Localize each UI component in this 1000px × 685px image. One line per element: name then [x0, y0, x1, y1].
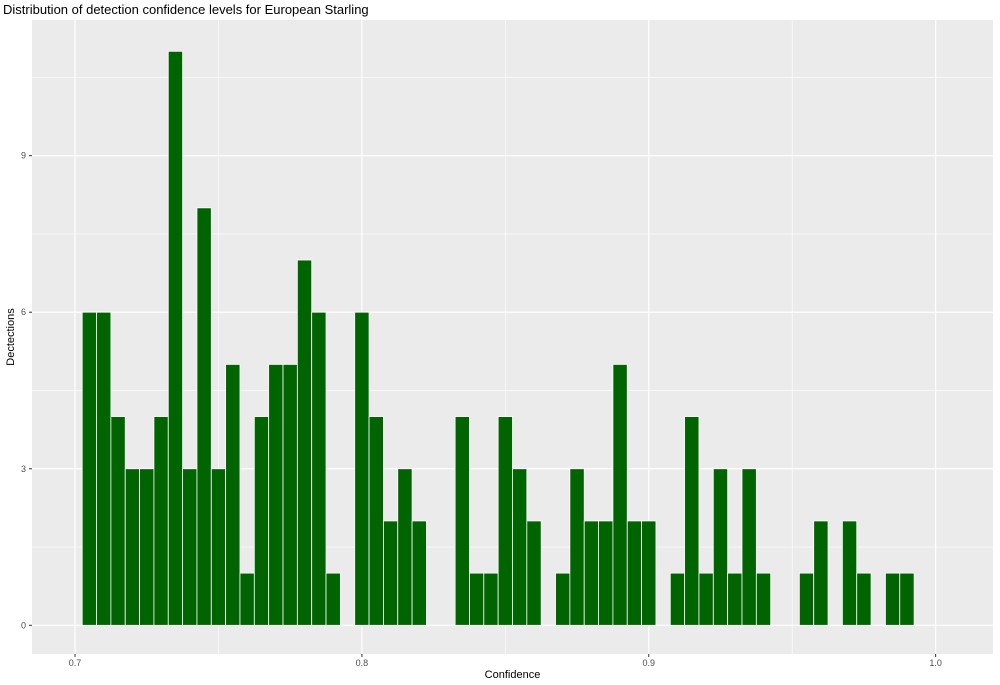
- histogram-bar: [325, 572, 341, 626]
- histogram-bar: [641, 520, 657, 626]
- histogram-bar: [268, 363, 284, 626]
- histogram-bar: [167, 50, 184, 626]
- histogram-bar: [669, 572, 686, 626]
- histogram-bar: [397, 468, 413, 626]
- axes: 0.7 0.8 0.9 1.0 0 3 6 9: [21, 151, 942, 668]
- histogram-bar: [454, 416, 470, 626]
- histogram-bar: [885, 572, 901, 626]
- histogram-bar: [798, 572, 815, 626]
- histogram-bar: [712, 468, 729, 626]
- histogram-bar: [296, 259, 313, 626]
- x-tick-label: 0.8: [356, 658, 369, 668]
- y-tick-label: 9: [21, 151, 26, 161]
- x-tick-label: 1.0: [929, 658, 942, 668]
- x-axis-title: Confidence: [485, 669, 541, 681]
- y-axis-title: Dectections: [5, 308, 17, 366]
- y-tick-label: 0: [21, 620, 26, 630]
- chart-title: Distribution of detection confidence lev…: [3, 2, 369, 17]
- histogram-bar: [727, 572, 743, 626]
- histogram-bar: [383, 520, 399, 626]
- histogram-bar: [512, 468, 528, 626]
- histogram-bar: [311, 311, 327, 626]
- y-tick-label: 6: [21, 307, 26, 317]
- histogram-bar: [698, 572, 714, 626]
- histogram-bar: [354, 311, 370, 626]
- histogram-bar: [182, 468, 198, 626]
- histogram-bar: [612, 363, 628, 626]
- histogram-bar: [626, 520, 642, 626]
- histogram-bar: [583, 520, 599, 626]
- histogram-bar: [856, 572, 872, 626]
- histogram-bar: [741, 468, 757, 626]
- histogram-bar: [253, 416, 270, 626]
- histogram-bar: [210, 468, 227, 626]
- histogram-bar: [411, 520, 427, 626]
- histogram-bar: [497, 416, 513, 626]
- histogram-bar: [139, 468, 155, 626]
- x-tick-label: 0.9: [643, 658, 656, 668]
- histogram-bar: [555, 572, 571, 626]
- histogram-bar: [225, 363, 241, 626]
- histogram-bar: [813, 520, 829, 626]
- histogram-bar: [598, 520, 614, 626]
- histogram-bar: [196, 207, 212, 626]
- histogram-bar: [368, 416, 384, 626]
- y-tick-label: 3: [21, 464, 26, 474]
- histogram-bar: [153, 416, 169, 626]
- bars: [81, 50, 915, 626]
- histogram-bar: [569, 468, 585, 626]
- histogram-bar: [124, 468, 140, 626]
- histogram-bar: [81, 311, 97, 626]
- histogram-bar: [755, 572, 772, 626]
- histogram-bar: [483, 572, 499, 626]
- histogram-bar: [469, 572, 485, 626]
- histogram-bar: [526, 520, 542, 626]
- histogram-bar: [239, 572, 255, 626]
- histogram-bar: [684, 416, 700, 626]
- histogram-bar: [110, 416, 126, 626]
- histogram-bar: [841, 520, 858, 626]
- histogram-bar: [899, 572, 915, 626]
- histogram-bar: [282, 363, 298, 626]
- x-tick-label: 0.7: [69, 658, 82, 668]
- histogram-bar: [96, 311, 112, 626]
